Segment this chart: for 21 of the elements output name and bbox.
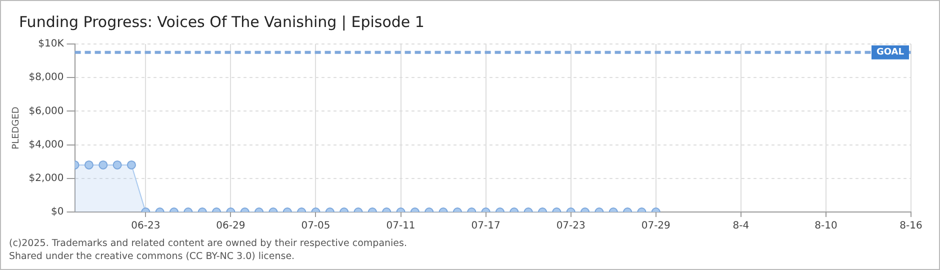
- ref-line-label: GOAL: [876, 48, 904, 58]
- text: (c)2025. Trademarks and related content are owned by their respective companies.: [9, 238, 407, 249]
- y-axis-title: PLEDGED: [12, 106, 22, 150]
- x-tick-label: 07-11: [386, 220, 416, 232]
- x-tick-label: 8-10: [814, 220, 838, 232]
- text: Shared under the creative commons (CC BY-NC 3.0) license.: [9, 251, 295, 262]
- x-tick-label: 06-23: [131, 220, 160, 232]
- y-tick-label: $4,000: [28, 139, 64, 150]
- y-tick-label: $10K: [38, 38, 64, 50]
- x-tick-label: 07-17: [471, 220, 500, 232]
- x-tick-label: 06-29: [216, 220, 246, 232]
- y-tick-label: $2,000: [28, 172, 64, 184]
- x-tick-label: 8-4: [732, 220, 750, 232]
- y-tick-label: $0: [51, 206, 64, 218]
- y-tick-label: $6,000: [28, 106, 64, 117]
- x-tick-label: 07-05: [301, 220, 330, 232]
- x-tick-label: 8-16: [900, 220, 922, 232]
- chart-title: Funding Progress: Voices Of The Vanishing | Episode 1: [19, 13, 424, 31]
- y-tick-label: $8,000: [28, 72, 64, 84]
- x-tick-label: 07-23: [556, 220, 586, 232]
- x-tick-label: 07-29: [641, 220, 670, 232]
